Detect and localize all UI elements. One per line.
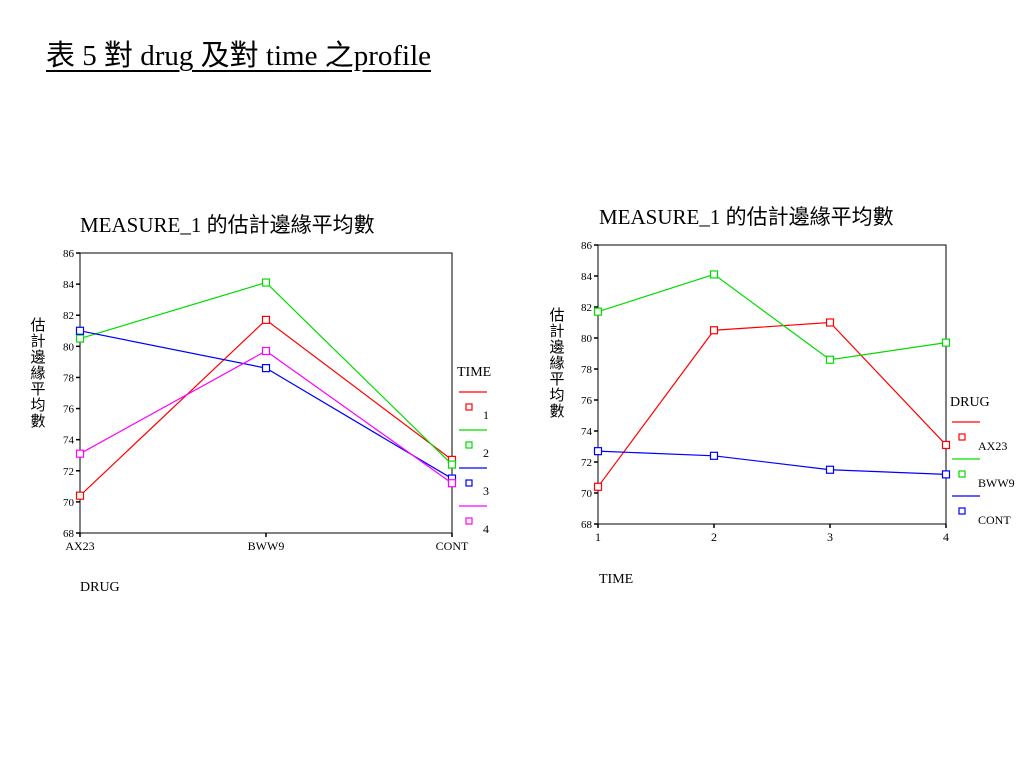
chart2-legend-marker: [958, 470, 966, 478]
chart2-legend-label: CONT: [978, 513, 1011, 527]
chart1-ytick-label: 68: [63, 528, 75, 540]
chart2-legend-marker: [958, 433, 966, 441]
chart2-ytick-label: 68: [581, 519, 593, 531]
chart2-legend-label: BWW9: [978, 476, 1015, 490]
chart1-legend-label: 3: [483, 484, 489, 498]
chart1-ytick-label: 80: [63, 341, 75, 353]
chart2-xtick-label: 3: [827, 530, 833, 544]
chart2-data-point: [941, 338, 951, 347]
chart1-xtick-label: BWW9: [248, 539, 285, 553]
chart2-title: MEASURE_1 的估計邊緣平均數: [599, 205, 894, 229]
chart2-xlabel: TIME: [599, 572, 634, 587]
slide-title: 表 5 對 drug 及對 time 之profile: [46, 40, 432, 72]
chart2-data-point: [825, 355, 835, 364]
chart2-ytick-label: 78: [581, 364, 593, 376]
chart2-ytick-label: 72: [581, 457, 592, 469]
chart2-legend-marker: [958, 507, 966, 515]
chart1-ytick-label: 84: [63, 279, 75, 291]
chart2-xtick-label: 1: [595, 530, 601, 544]
chart1-data-point: [75, 334, 85, 343]
chart2-legend-title: DRUG: [950, 395, 990, 410]
chart1-ytick-label: 74: [63, 435, 75, 447]
chart1-data-point: [261, 278, 271, 287]
chart1-legend-label: 1: [483, 408, 489, 422]
chart1-data-point: [261, 346, 271, 356]
chart2-ylabel: 估計邊緣平均數: [549, 308, 565, 420]
chart2-data-point: [593, 307, 603, 316]
chart2-data-point: [709, 451, 719, 460]
chart2-data-point: [709, 326, 719, 335]
chart1-legend-marker: [465, 479, 473, 487]
chart1-ytick-label: 86: [63, 248, 75, 260]
chart2-data-point: [825, 465, 835, 474]
chart1-legend-title: TIME: [457, 365, 491, 380]
chart2-ytick-label: 84: [581, 271, 593, 283]
chart2-ytick-label: 76: [581, 395, 593, 407]
chart1-ytick-label: 82: [63, 310, 74, 322]
chart2-data-point: [825, 318, 835, 327]
chart1-ytick-label: 78: [63, 372, 75, 384]
chart1-data-point: [75, 449, 85, 458]
chart1-legend-marker: [465, 441, 473, 449]
chart2-data-point: [941, 440, 951, 450]
chart1-legend-marker: [465, 517, 473, 525]
chart2-data-point: [941, 470, 951, 479]
chart2-ytick-label: 86: [581, 240, 593, 252]
chart1-xlabel: DRUG: [80, 580, 120, 595]
chart1-data-point: [447, 460, 457, 469]
chart1-data-point: [75, 491, 85, 500]
chart2-ytick-label: 74: [581, 426, 593, 438]
chart1-xtick-label: AX23: [65, 539, 94, 553]
chart2-series-line: [597, 273, 947, 361]
chart2-series-line: [597, 450, 947, 475]
chart1-data-point: [447, 479, 457, 488]
chart1-xtick-label: CONT: [436, 539, 469, 553]
chart1-ytick-label: 76: [63, 404, 75, 416]
chart1-legend-label: 4: [483, 522, 489, 536]
chart1-ytick-label: 70: [63, 497, 75, 509]
chart1-legend-label: 2: [483, 446, 489, 460]
chart1-legend-marker: [465, 403, 473, 411]
chart1-ylabel: 估計邊緣平均數: [30, 318, 46, 430]
chart2-xtick-label: 2: [711, 530, 717, 544]
chart2-ytick-label: 70: [581, 488, 593, 500]
chart2-series-line: [597, 321, 947, 488]
chart1-title: MEASURE_1 的估計邊緣平均數: [80, 213, 375, 237]
chart1-ytick-label: 72: [63, 466, 74, 478]
chart2-data-point: [709, 270, 719, 279]
chart2-legend-label: AX23: [978, 439, 1007, 453]
chart2-data-point: [593, 482, 603, 491]
chart2-ytick-label: 80: [581, 333, 593, 345]
chart1-data-point: [75, 326, 85, 335]
chart2-ytick-label: 82: [581, 302, 592, 314]
chart1-data-point: [261, 364, 271, 373]
chart2-data-point: [593, 447, 603, 456]
chart2-frame: [597, 244, 947, 525]
chart1-data-point: [261, 315, 271, 324]
chart2-xtick-label: 4: [943, 530, 949, 544]
